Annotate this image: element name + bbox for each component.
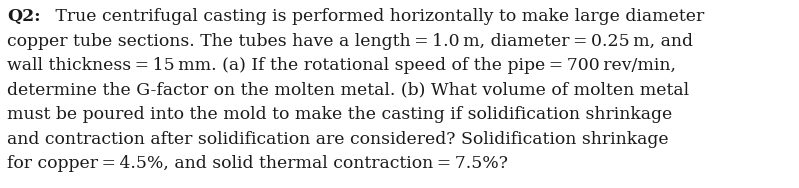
Text: copper tube sections. The tubes have a length = 1.0 m, diameter = 0.25 m, and: copper tube sections. The tubes have a l… bbox=[7, 33, 693, 49]
Text: determine the G-factor on the molten metal. (b) What volume of molten metal: determine the G-factor on the molten met… bbox=[7, 82, 689, 99]
Text: Q2:: Q2: bbox=[7, 8, 41, 25]
Text: True centrifugal casting is performed horizontally to make large diameter: True centrifugal casting is performed ho… bbox=[50, 8, 705, 25]
Text: must be poured into the mold to make the casting if solidification shrinkage: must be poured into the mold to make the… bbox=[7, 106, 672, 123]
Text: for copper = 4.5%, and solid thermal contraction = 7.5%?: for copper = 4.5%, and solid thermal con… bbox=[7, 155, 508, 172]
Text: wall thickness = 15 mm. (a) If the rotational speed of the pipe = 700 rev/min,: wall thickness = 15 mm. (a) If the rotat… bbox=[7, 57, 676, 74]
Text: and contraction after solidification are considered? Solidification shrinkage: and contraction after solidification are… bbox=[7, 130, 669, 148]
